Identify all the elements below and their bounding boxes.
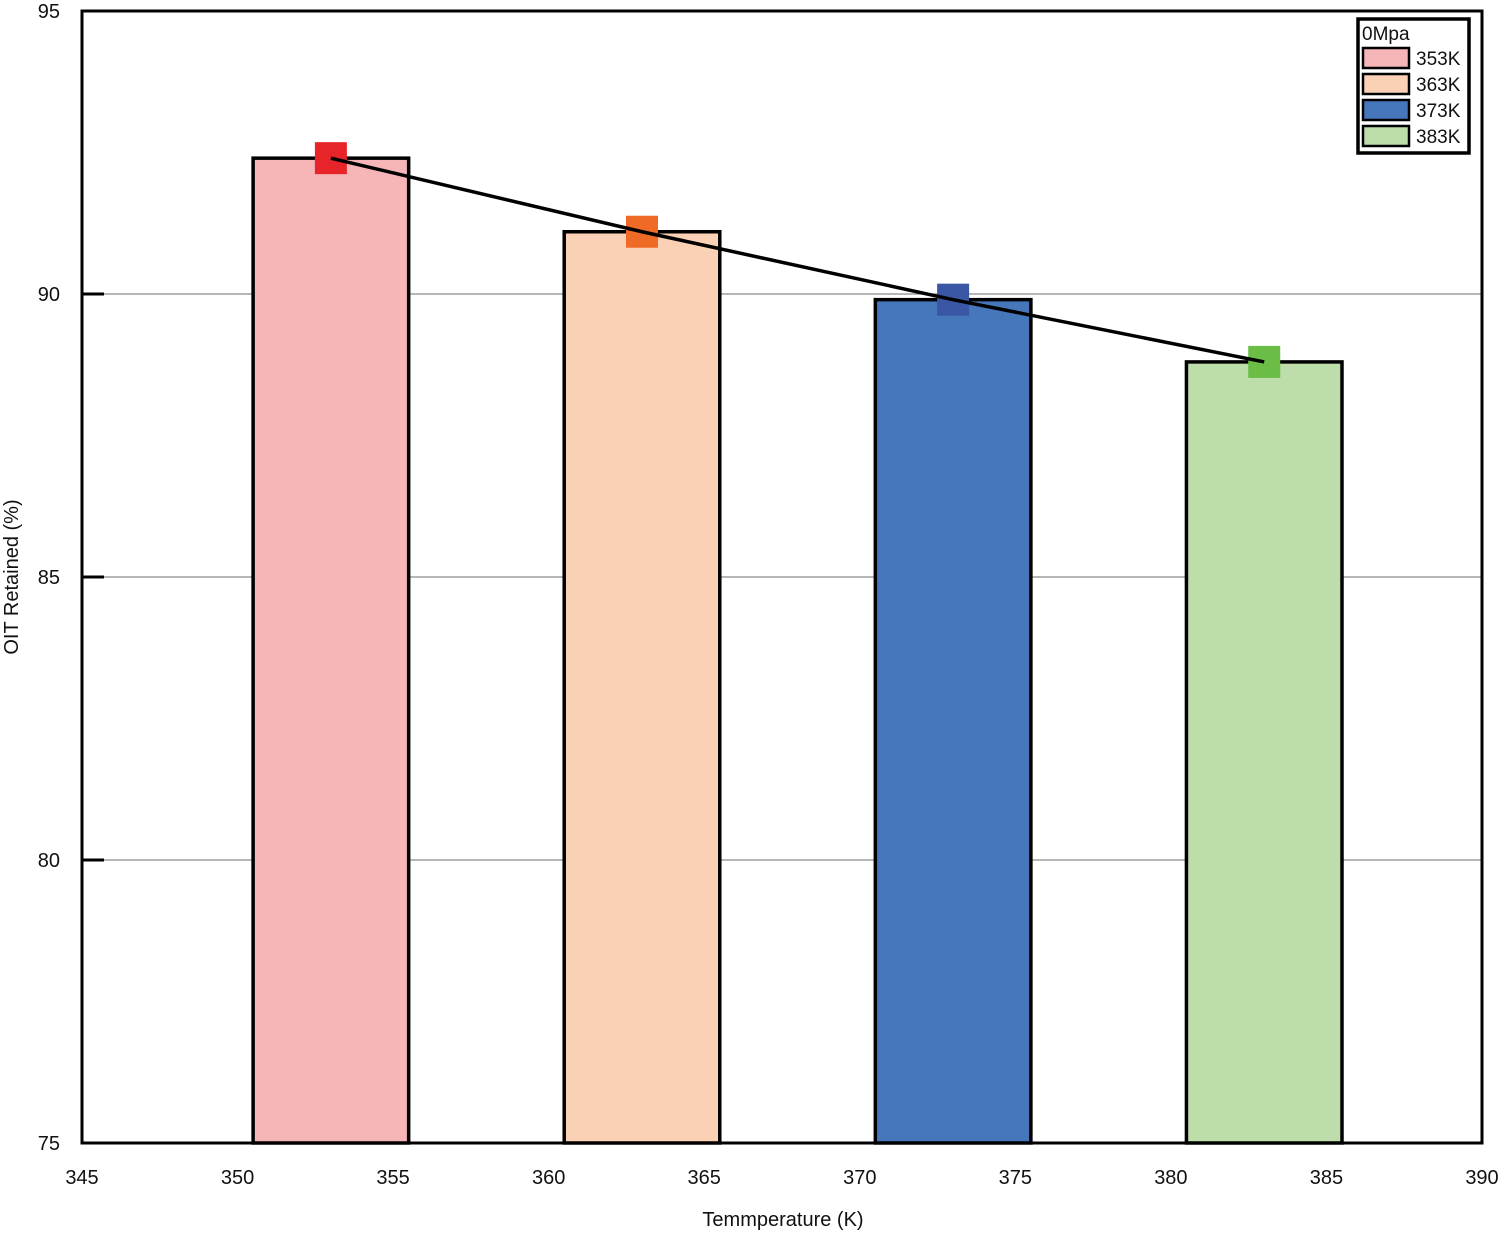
bar <box>1184 360 1344 1145</box>
y-tick-label: 95 <box>38 1 60 23</box>
legend-swatch <box>1361 46 1411 70</box>
bars <box>251 156 1344 1145</box>
x-tick-label: 345 <box>65 1167 98 1189</box>
x-tick-label: 385 <box>1310 1167 1343 1189</box>
legend-entry: 373K <box>1416 101 1461 122</box>
bar <box>562 229 722 1145</box>
y-tick-label: 75 <box>38 1133 60 1155</box>
x-tick-label: 375 <box>999 1167 1032 1189</box>
y-tick-label: 85 <box>38 567 60 589</box>
x-tick-label: 390 <box>1465 1167 1498 1189</box>
legend-swatch <box>1361 72 1411 96</box>
bar <box>873 297 1033 1145</box>
bar <box>251 156 411 1145</box>
y-tick-label: 90 <box>38 284 60 306</box>
x-tick-label: 350 <box>221 1167 254 1189</box>
legend-title: 0Mpa <box>1362 24 1410 45</box>
legend-entry: 353K <box>1416 49 1461 70</box>
y-tick-label: 80 <box>38 850 60 872</box>
legend-entry: 383K <box>1416 127 1461 148</box>
legend-swatch <box>1361 124 1411 148</box>
x-axis-title: Temmperature (K) <box>702 1209 863 1231</box>
legend: 0Mpa 353K 363K 373K 383K <box>1356 17 1471 155</box>
x-tick-label: 370 <box>843 1167 876 1189</box>
legend-entry: 363K <box>1416 75 1461 96</box>
x-tick-label: 355 <box>376 1167 409 1189</box>
y-axis-title: OIT Retained (%) <box>1 499 23 654</box>
trend-line <box>330 156 1265 364</box>
x-tick-label: 380 <box>1154 1167 1187 1189</box>
x-tick-label: 360 <box>532 1167 565 1189</box>
x-tick-label: 365 <box>688 1167 721 1189</box>
axes: 75 80 85 90 95 345 350 355 360 365 370 375 380 385 390 <box>38 1 1499 1189</box>
legend-swatch <box>1361 98 1411 122</box>
trend-line-series <box>314 142 1281 378</box>
